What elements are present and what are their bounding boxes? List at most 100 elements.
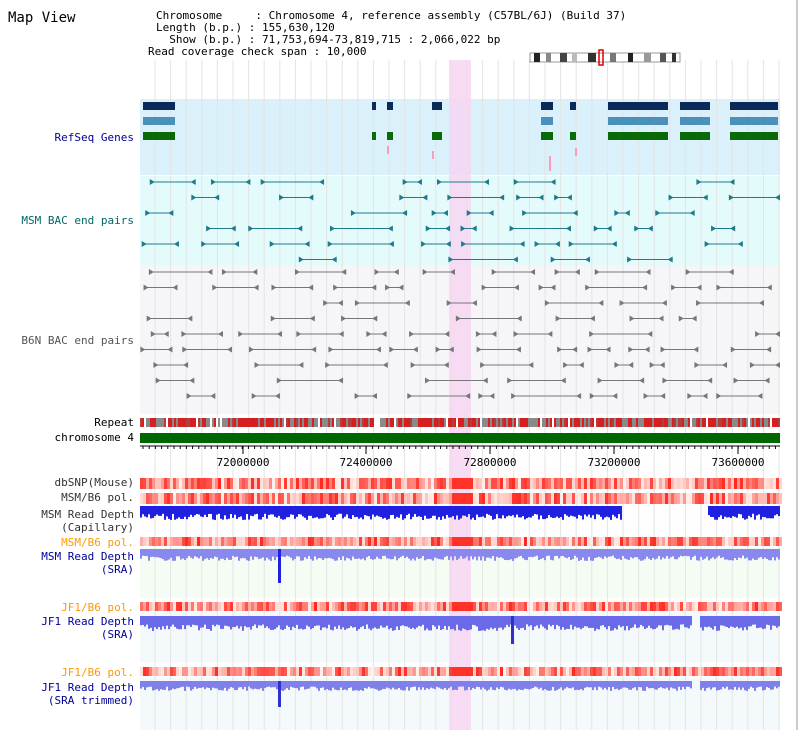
heat-cell <box>491 537 494 546</box>
track-label-b6n-bac[interactable]: B6N BAC end pairs <box>21 334 134 347</box>
depth-bar <box>302 616 304 630</box>
heat-cell <box>458 537 461 546</box>
heat-cell <box>143 667 146 676</box>
chromosome-bar <box>140 433 780 443</box>
heat-cell <box>206 493 209 504</box>
repeat-segment <box>218 418 220 427</box>
heat-cell <box>290 478 293 489</box>
heat-cell <box>380 493 383 504</box>
depth-bar <box>666 549 668 556</box>
depth-bar <box>678 681 680 687</box>
gene-block <box>143 117 175 125</box>
heat-cell <box>368 602 371 611</box>
repeat-segment <box>432 418 434 427</box>
depth-bar <box>374 549 376 560</box>
depth-bar <box>252 681 254 690</box>
heat-cell <box>503 667 506 676</box>
depth-bar <box>564 681 566 689</box>
heat-cell <box>338 493 341 504</box>
heat-cell <box>644 537 647 546</box>
track-label-msm-bac[interactable]: MSM BAC end pairs <box>21 214 134 227</box>
heat-cell <box>386 602 389 611</box>
depth-bar <box>232 681 234 688</box>
heat-cell <box>218 478 221 489</box>
depth-bar <box>338 506 340 514</box>
bac-end-marker <box>461 241 467 247</box>
depth-bar <box>174 681 176 690</box>
depth-bar <box>462 616 464 629</box>
depth-bar <box>524 549 526 560</box>
depth-bar <box>316 506 318 518</box>
depth-bar <box>720 681 722 690</box>
heat-cell <box>434 537 437 546</box>
depth-bar <box>166 616 168 626</box>
heat-cell <box>209 602 212 611</box>
heat-cell <box>179 667 182 676</box>
heat-cell <box>212 537 215 546</box>
ideogram-band <box>660 53 666 62</box>
repeat-segment <box>710 418 712 427</box>
depth-bar <box>750 549 752 561</box>
depth-bar <box>322 681 324 688</box>
depth-bar <box>336 616 338 629</box>
bac-end-marker <box>371 284 377 291</box>
depth-bar <box>388 506 390 519</box>
depth-bar <box>224 616 226 626</box>
depth-bar <box>152 616 154 631</box>
heat-cell <box>371 478 374 489</box>
repeat-segment <box>322 418 324 427</box>
depth-bar <box>246 681 248 691</box>
depth-bar <box>424 549 426 561</box>
depth-bar <box>602 506 604 520</box>
depth-bar <box>322 549 324 560</box>
heat-cell <box>542 478 545 489</box>
depth-bar <box>732 506 734 517</box>
track-label-refseq[interactable]: RefSeq Genes <box>54 131 134 144</box>
depth-bar <box>292 506 294 515</box>
depth-bar <box>676 616 678 629</box>
depth-bar <box>348 549 350 559</box>
heat-cell <box>713 537 716 546</box>
depth-bar <box>712 549 714 558</box>
depth-bar <box>638 549 640 560</box>
repeat-segment <box>224 418 226 427</box>
repeat-segment <box>554 418 556 427</box>
depth-bar <box>256 506 258 514</box>
heat-cell <box>407 478 410 489</box>
depth-bar <box>732 616 734 628</box>
heat-cell <box>746 537 749 546</box>
bac-end-marker <box>425 377 431 384</box>
depth-bar <box>172 616 174 625</box>
heat-cell <box>341 537 344 546</box>
heat-cell <box>488 493 491 504</box>
heat-cell <box>362 667 365 676</box>
heat-cell <box>644 602 647 611</box>
depth-bar <box>236 616 238 626</box>
heat-cell <box>506 602 509 611</box>
heat-cell <box>578 493 581 504</box>
heat-cell <box>659 478 662 489</box>
jf1-depth-trimmed-track <box>140 681 780 691</box>
depth-bar <box>326 681 328 690</box>
bac-end-marker <box>766 346 772 353</box>
heat-cell <box>380 667 383 676</box>
depth-bar <box>238 549 240 561</box>
heat-cell <box>521 602 524 611</box>
bac-end-marker <box>560 377 566 384</box>
repeat-segment <box>598 418 600 427</box>
depth-bar <box>424 681 426 690</box>
repeat-segment <box>704 418 706 427</box>
heat-cell <box>764 667 767 676</box>
heat-cell <box>578 667 581 676</box>
heat-cell <box>230 537 233 546</box>
heat-cell <box>473 602 476 611</box>
depth-bar <box>558 506 560 518</box>
depth-bar <box>586 681 588 687</box>
bac-end-marker <box>190 179 196 185</box>
heat-cell <box>545 493 548 504</box>
heat-cell <box>569 602 572 611</box>
depth-bar <box>654 616 656 629</box>
depth-bar <box>170 616 172 627</box>
bac-end-marker <box>584 256 590 263</box>
